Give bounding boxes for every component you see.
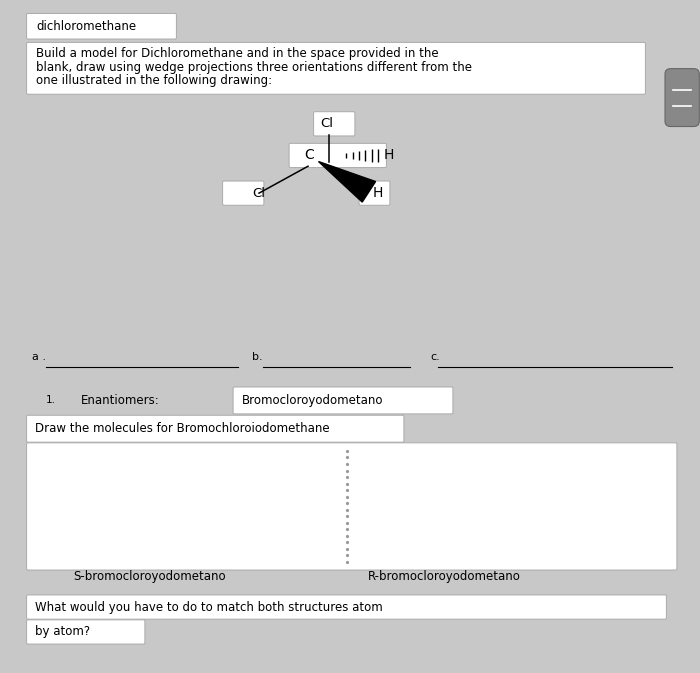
Text: a .: a . — [32, 352, 46, 362]
Text: Cl: Cl — [253, 186, 265, 200]
Text: H: H — [373, 186, 383, 200]
FancyBboxPatch shape — [359, 181, 390, 205]
Text: Bromocloroyodometano: Bromocloroyodometano — [241, 394, 383, 407]
Text: H: H — [384, 149, 394, 162]
Text: R-bromocloroyodometano: R-bromocloroyodometano — [368, 570, 520, 583]
Text: Cl: Cl — [321, 117, 333, 131]
FancyBboxPatch shape — [27, 620, 145, 644]
FancyBboxPatch shape — [289, 143, 386, 168]
Text: blank, draw using wedge projections three orientations different from the: blank, draw using wedge projections thre… — [36, 61, 472, 74]
FancyBboxPatch shape — [665, 69, 699, 127]
Text: 1.: 1. — [46, 396, 55, 405]
Text: Draw the molecules for Bromochloroiodomethane: Draw the molecules for Bromochloroiodome… — [35, 422, 330, 435]
Text: one illustrated in the following drawing:: one illustrated in the following drawing… — [36, 74, 272, 87]
FancyBboxPatch shape — [27, 42, 645, 94]
FancyBboxPatch shape — [223, 181, 264, 205]
Text: What would you have to do to match both structures atom: What would you have to do to match both … — [35, 600, 383, 614]
Text: S-bromocloroyodometano: S-bromocloroyodometano — [74, 570, 226, 583]
Text: dichloromethane: dichloromethane — [36, 20, 136, 33]
FancyBboxPatch shape — [27, 415, 404, 442]
FancyBboxPatch shape — [27, 595, 666, 619]
Polygon shape — [318, 162, 376, 202]
FancyBboxPatch shape — [314, 112, 355, 136]
Text: C: C — [304, 149, 314, 162]
FancyBboxPatch shape — [27, 13, 176, 39]
Text: Enantiomers:: Enantiomers: — [80, 394, 160, 407]
FancyBboxPatch shape — [233, 387, 453, 414]
FancyBboxPatch shape — [27, 443, 677, 570]
Text: Build a model for Dichloromethane and in the space provided in the: Build a model for Dichloromethane and in… — [36, 47, 439, 61]
Text: b.: b. — [252, 352, 262, 362]
Text: c.: c. — [430, 352, 440, 362]
Text: by atom?: by atom? — [35, 625, 90, 639]
